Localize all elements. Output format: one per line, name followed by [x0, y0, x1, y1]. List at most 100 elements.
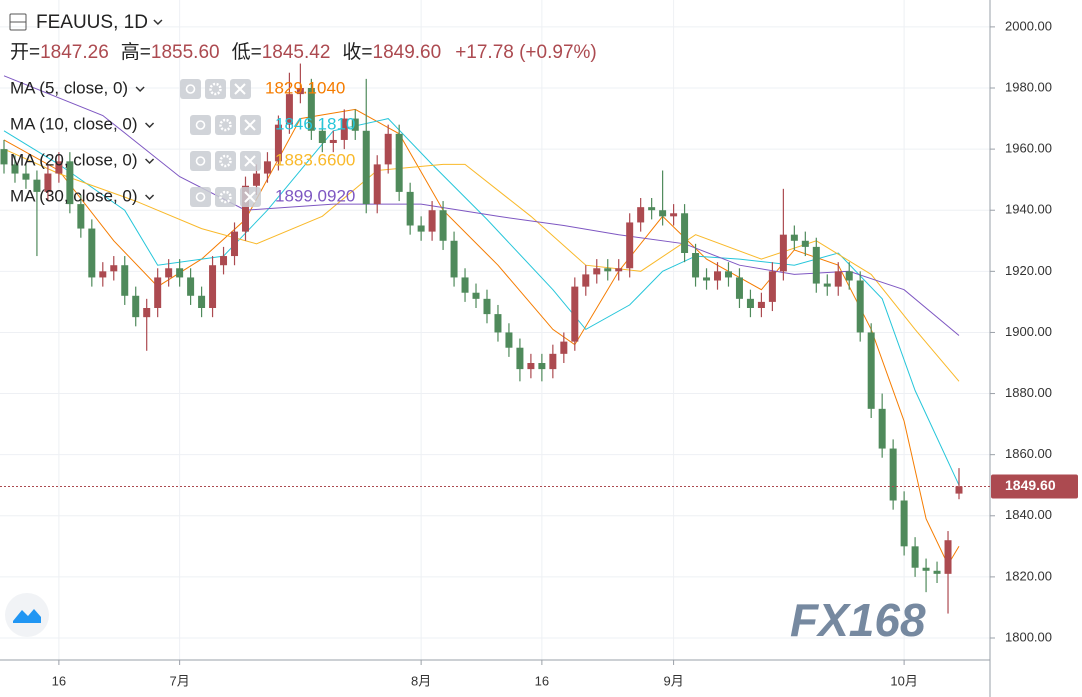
settings-button[interactable]: [205, 79, 226, 99]
candle-body: [318, 130, 326, 143]
eye-button[interactable]: [190, 187, 211, 207]
y-tick-label: 1940.00: [1005, 202, 1052, 217]
candle-body: [340, 118, 348, 140]
candle-body: [560, 341, 568, 354]
ohlc-value: 1845.42: [262, 42, 331, 63]
ohlc-label: 开=: [10, 42, 40, 63]
candle-body: [790, 234, 798, 241]
title-chevron[interactable]: [153, 19, 163, 26]
x-tick-label: 16: [535, 673, 549, 688]
eye-button[interactable]: [190, 151, 211, 171]
eye-icon: [185, 84, 196, 94]
candle-body: [428, 210, 436, 232]
candle-body: [296, 88, 304, 95]
settings-button[interactable]: [215, 151, 236, 171]
candle-body: [834, 271, 842, 287]
candle-body: [252, 173, 260, 186]
candle-body: [626, 222, 634, 269]
candle-body: [944, 540, 952, 574]
candle-body: [911, 546, 919, 568]
candle-body: [746, 298, 754, 308]
legend-name: MA (20, close, 0): [10, 150, 138, 169]
candle-body: [505, 332, 513, 348]
legend-name: MA (10, close, 0): [10, 114, 138, 133]
candles: [0, 63, 963, 614]
candle-body: [165, 268, 173, 278]
y-tick-label: 1900.00: [1005, 324, 1052, 339]
candle-body: [494, 314, 502, 333]
candle-body: [406, 191, 414, 226]
candle-body: [351, 118, 359, 131]
ma-line: [3, 148, 960, 382]
y-tick-label: 1880.00: [1005, 385, 1052, 400]
candle-body: [417, 225, 425, 232]
candle-body: [801, 240, 809, 247]
candle-body: [22, 173, 30, 180]
logo-shape: [13, 609, 41, 623]
x-tick-label: 8月: [411, 673, 431, 688]
candle-body: [757, 301, 765, 308]
ohlc-label: 高=: [121, 41, 151, 63]
candle-body: [922, 567, 930, 571]
candle-body: [812, 246, 820, 284]
candle-body: [198, 295, 206, 308]
candle-body: [472, 292, 480, 299]
candle-body: [209, 265, 217, 308]
last-price-box: [991, 474, 1078, 499]
candle-body: [856, 280, 864, 333]
candle-body: [878, 408, 886, 449]
candle-body: [735, 277, 743, 299]
close-icon: [244, 191, 256, 203]
settings-button[interactable]: [215, 187, 236, 207]
candle-body: [483, 298, 491, 315]
x-tick-label: 16: [52, 673, 66, 688]
header: FEAUUS, 1D 开= 1847.26 高= 1855.60 低= 1845.42 收= 1…: [9, 12, 597, 63]
legend-value: 1846.1810: [275, 114, 355, 133]
x-tick-label: 10月: [890, 673, 917, 688]
candle-body: [527, 363, 535, 370]
ohlc-label: 低=: [232, 41, 262, 63]
candle-body: [461, 277, 469, 293]
settings-button[interactable]: [215, 115, 236, 135]
eye-button[interactable]: [190, 115, 211, 135]
legend: MA (5, close, 0) 1829.1040 MA (10, close, …: [10, 78, 355, 207]
legend-name: MA (5, close, 0): [10, 78, 128, 97]
legend-chevron[interactable]: [145, 194, 155, 201]
candle-body: [955, 486, 963, 494]
symbol-title: FEAUUS, 1D: [36, 12, 148, 33]
candle-body: [659, 210, 667, 217]
candle-body: [384, 133, 392, 165]
candle-body: [439, 210, 447, 241]
candle-body: [779, 234, 787, 272]
y-tick-label: 2000.00: [1005, 18, 1052, 33]
price-change: +17.78 (+0.97%): [455, 42, 597, 63]
candle-body: [329, 139, 337, 143]
last-price-label: 1849.60: [1005, 477, 1056, 493]
candle-body: [187, 277, 195, 296]
y-tick-label: 1860.00: [1005, 446, 1052, 461]
y-tick-label: 1820.00: [1005, 568, 1052, 583]
ohlc-value: 1855.60: [151, 42, 220, 63]
ohlc-label: 收=: [342, 41, 372, 63]
candle-body: [845, 271, 853, 281]
candle-body: [88, 228, 96, 278]
candle-body: [0, 149, 8, 165]
candle-body: [66, 161, 74, 205]
candle-body: [121, 265, 129, 296]
candle-body: [615, 268, 623, 272]
candle-body: [516, 347, 524, 370]
candle-body: [692, 253, 700, 278]
logo-button[interactable]: [5, 593, 49, 637]
candle-body: [241, 185, 249, 232]
candle-body: [538, 363, 546, 370]
legend-chevron[interactable]: [135, 86, 145, 93]
candle-body: [571, 286, 579, 342]
close-icon: [234, 83, 246, 95]
eye-button[interactable]: [180, 79, 201, 99]
legend-chevron[interactable]: [145, 158, 155, 165]
legend-chevron[interactable]: [145, 122, 155, 129]
y-tick-label: 1800.00: [1005, 629, 1052, 644]
legend-name: MA (30, close, 0): [10, 186, 138, 205]
legend-value: 1883.6600: [275, 150, 355, 169]
